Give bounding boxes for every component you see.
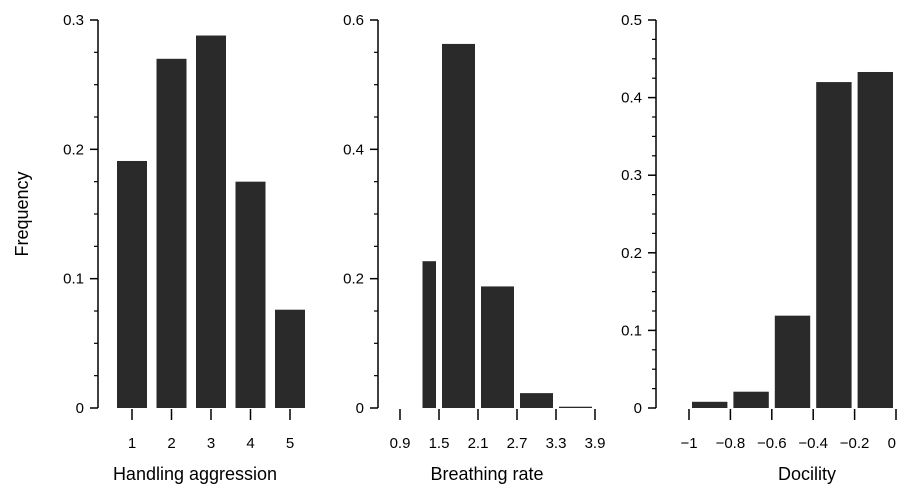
x-tick-label: 2.1	[468, 435, 489, 452]
bar	[692, 401, 728, 408]
bar	[559, 406, 592, 408]
y-tick-label: 0.5	[621, 12, 642, 29]
bar	[520, 393, 553, 408]
y-ticks-docility: 0 0.1 0.2 0.3 0.4 0.5	[621, 12, 656, 417]
y-axis-title: Frequency	[12, 171, 32, 256]
y-tick-label: 0.4	[343, 141, 364, 158]
y-tick-label: 0.4	[621, 90, 642, 107]
panel-handling-aggression: 0 0.1 0.2 0.3 1 2 3 4 5 Handling aggression	[63, 12, 305, 484]
bar	[117, 160, 147, 408]
x-tick-label: 2.7	[507, 435, 528, 452]
y-tick-label: 0	[76, 400, 84, 417]
bar	[857, 71, 893, 408]
bar	[816, 82, 852, 408]
x-tick-label: 1	[128, 435, 136, 452]
y-tick-label: 0.2	[343, 271, 364, 288]
y-tick-label: 0.1	[621, 322, 642, 339]
x-tick-label: −0.8	[716, 435, 746, 452]
bar	[774, 315, 811, 408]
x-tick-label: −0.4	[798, 435, 828, 452]
y-ticks-breathing-rate: 0 0.2 0.4 0.6	[343, 12, 378, 417]
x-tick-label: 1.5	[429, 435, 450, 452]
x-ticks-handling-aggression: 1 2 3 4 5	[128, 409, 294, 452]
y-ticks-handling-aggression: 0 0.1 0.2 0.3	[63, 12, 98, 417]
x-tick-label: 0.9	[390, 435, 411, 452]
y-tick-label: 0.2	[63, 141, 84, 158]
y-tick-label: 0.1	[63, 271, 84, 288]
x-axis-title-handling-aggression: Handling aggression	[113, 464, 277, 484]
bar	[196, 35, 226, 409]
x-tick-label: 3	[207, 435, 215, 452]
panel-breathing-rate: 0 0.2 0.4 0.6 0.9 1.5 2.1 2.7 3.3 3.9 Breathing …	[343, 12, 605, 484]
bar	[275, 309, 305, 408]
x-tick-label: −1	[680, 435, 697, 452]
bar	[235, 181, 266, 408]
x-tick-label: 4	[246, 435, 254, 452]
x-tick-label: 3.3	[546, 435, 567, 452]
bars-breathing-rate	[422, 43, 592, 408]
x-tick-label: 5	[286, 435, 294, 452]
bar	[733, 391, 769, 408]
x-tick-label: −0.2	[840, 435, 870, 452]
panel-docility: 0 0.1 0.2 0.3 0.4 0.5 −1 −0.8 −0.6 −0.4 −0.2 0 Doc…	[621, 12, 897, 484]
x-tick-label: 0	[888, 435, 896, 452]
y-tick-label: 0.6	[343, 12, 364, 29]
bars-handling-aggression	[117, 35, 305, 409]
bars-docility	[692, 71, 893, 408]
y-tick-label: 0	[356, 400, 364, 417]
y-tick-label: 0.2	[621, 245, 642, 262]
bar	[481, 286, 514, 408]
x-ticks-breathing-rate: 0.9 1.5 2.1 2.7 3.3 3.9	[390, 409, 606, 452]
y-tick-label: 0	[634, 400, 642, 417]
x-tick-label: 3.9	[585, 435, 606, 452]
x-axis-title-breathing-rate: Breathing rate	[430, 464, 543, 484]
x-axis-title-docility: Docility	[778, 464, 836, 484]
y-tick-label: 0.3	[63, 12, 84, 29]
bar	[156, 58, 187, 409]
x-ticks-docility: −1 −0.8 −0.6 −0.4 −0.2 0	[680, 409, 897, 452]
x-tick-label: −0.6	[757, 435, 787, 452]
y-tick-label: 0.3	[621, 167, 642, 184]
bar	[422, 261, 436, 408]
bar	[442, 43, 475, 408]
x-tick-label: 2	[167, 435, 175, 452]
